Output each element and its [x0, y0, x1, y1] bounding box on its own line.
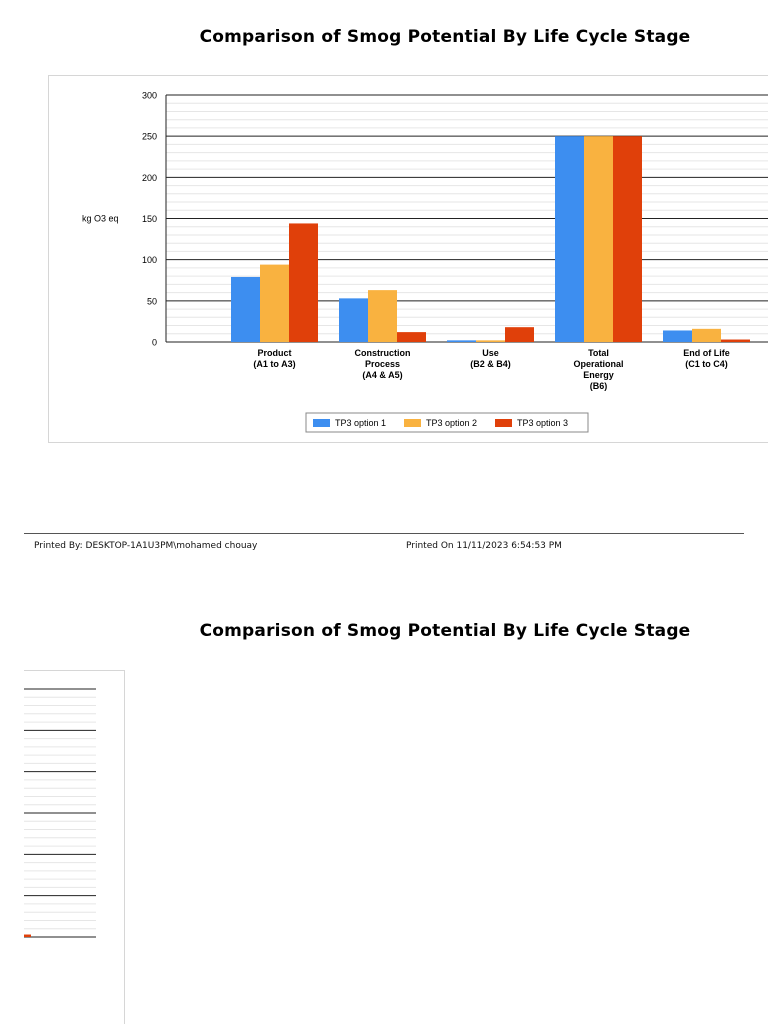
x-category-label: Product	[257, 348, 291, 358]
bar	[584, 136, 613, 342]
printed-by-text: Printed By: DESKTOP-1A1U3PM\mohamed chou…	[34, 541, 258, 551]
y-tick-label: 300	[142, 91, 157, 101]
bar	[505, 327, 534, 342]
x-category-label: Operational	[573, 359, 623, 369]
legend-entry: TP3 option 1	[335, 418, 386, 428]
bar	[663, 330, 692, 342]
x-category-label: End of Life	[683, 348, 730, 358]
y-tick-label: 100	[142, 255, 157, 265]
bar	[397, 332, 426, 342]
y-tick-label: 0	[152, 338, 157, 348]
page-title: Comparison of Smog Potential By Life Cyc…	[199, 27, 691, 47]
bar	[368, 290, 397, 342]
bar	[24, 934, 31, 937]
y-tick-label: 200	[142, 173, 157, 183]
x-category-label: (B2 & B4)	[470, 359, 511, 369]
bar-chart: 0 50 100 150 200 250 300 kg O3 eq Product(A1 to …	[82, 91, 768, 433]
x-category-label: Construction	[355, 348, 411, 358]
x-category-label: Energy	[583, 370, 614, 380]
x-category-label: (A4 & A5)	[362, 370, 402, 380]
bar-chart-fragment	[24, 688, 96, 938]
y-tick-label: 50	[147, 296, 157, 306]
bar	[260, 264, 289, 342]
x-category-label: (A1 to A3)	[253, 359, 295, 369]
page-title-repeat: Comparison of Smog Potential By Life Cyc…	[199, 621, 691, 641]
bar	[231, 276, 260, 342]
bar	[721, 339, 750, 342]
x-category-label: Process	[365, 359, 400, 369]
bar	[555, 136, 584, 342]
chart-frame: 0 50 100 150 200 250 300 kg O3 eq Product (A1 to …	[48, 75, 768, 443]
x-category-label: (C1 to C4)	[685, 359, 728, 369]
bar	[476, 340, 505, 342]
y-tick-label: 150	[142, 214, 157, 224]
bar	[447, 340, 476, 342]
bar	[692, 328, 721, 342]
legend-swatch	[404, 419, 421, 427]
footer-divider	[24, 533, 744, 534]
y-tick-label: 250	[142, 132, 157, 142]
x-category-label: Use	[482, 348, 499, 358]
legend-entry: TP3 option 2	[426, 418, 477, 428]
bar	[289, 223, 318, 342]
bar	[613, 136, 642, 342]
chart-frame-repeat	[24, 670, 125, 1024]
bar	[339, 298, 368, 342]
x-category-label: (B6)	[590, 381, 608, 391]
legend-entry: TP3 option 3	[517, 418, 568, 428]
legend-swatch	[313, 419, 330, 427]
printed-on-text: Printed On 11/11/2023 6:54:53 PM	[406, 541, 562, 551]
legend-box	[305, 412, 589, 433]
legend-swatch	[495, 419, 512, 427]
x-category-label: Total	[588, 348, 609, 358]
y-axis-label: kg O3 eq	[82, 214, 119, 224]
